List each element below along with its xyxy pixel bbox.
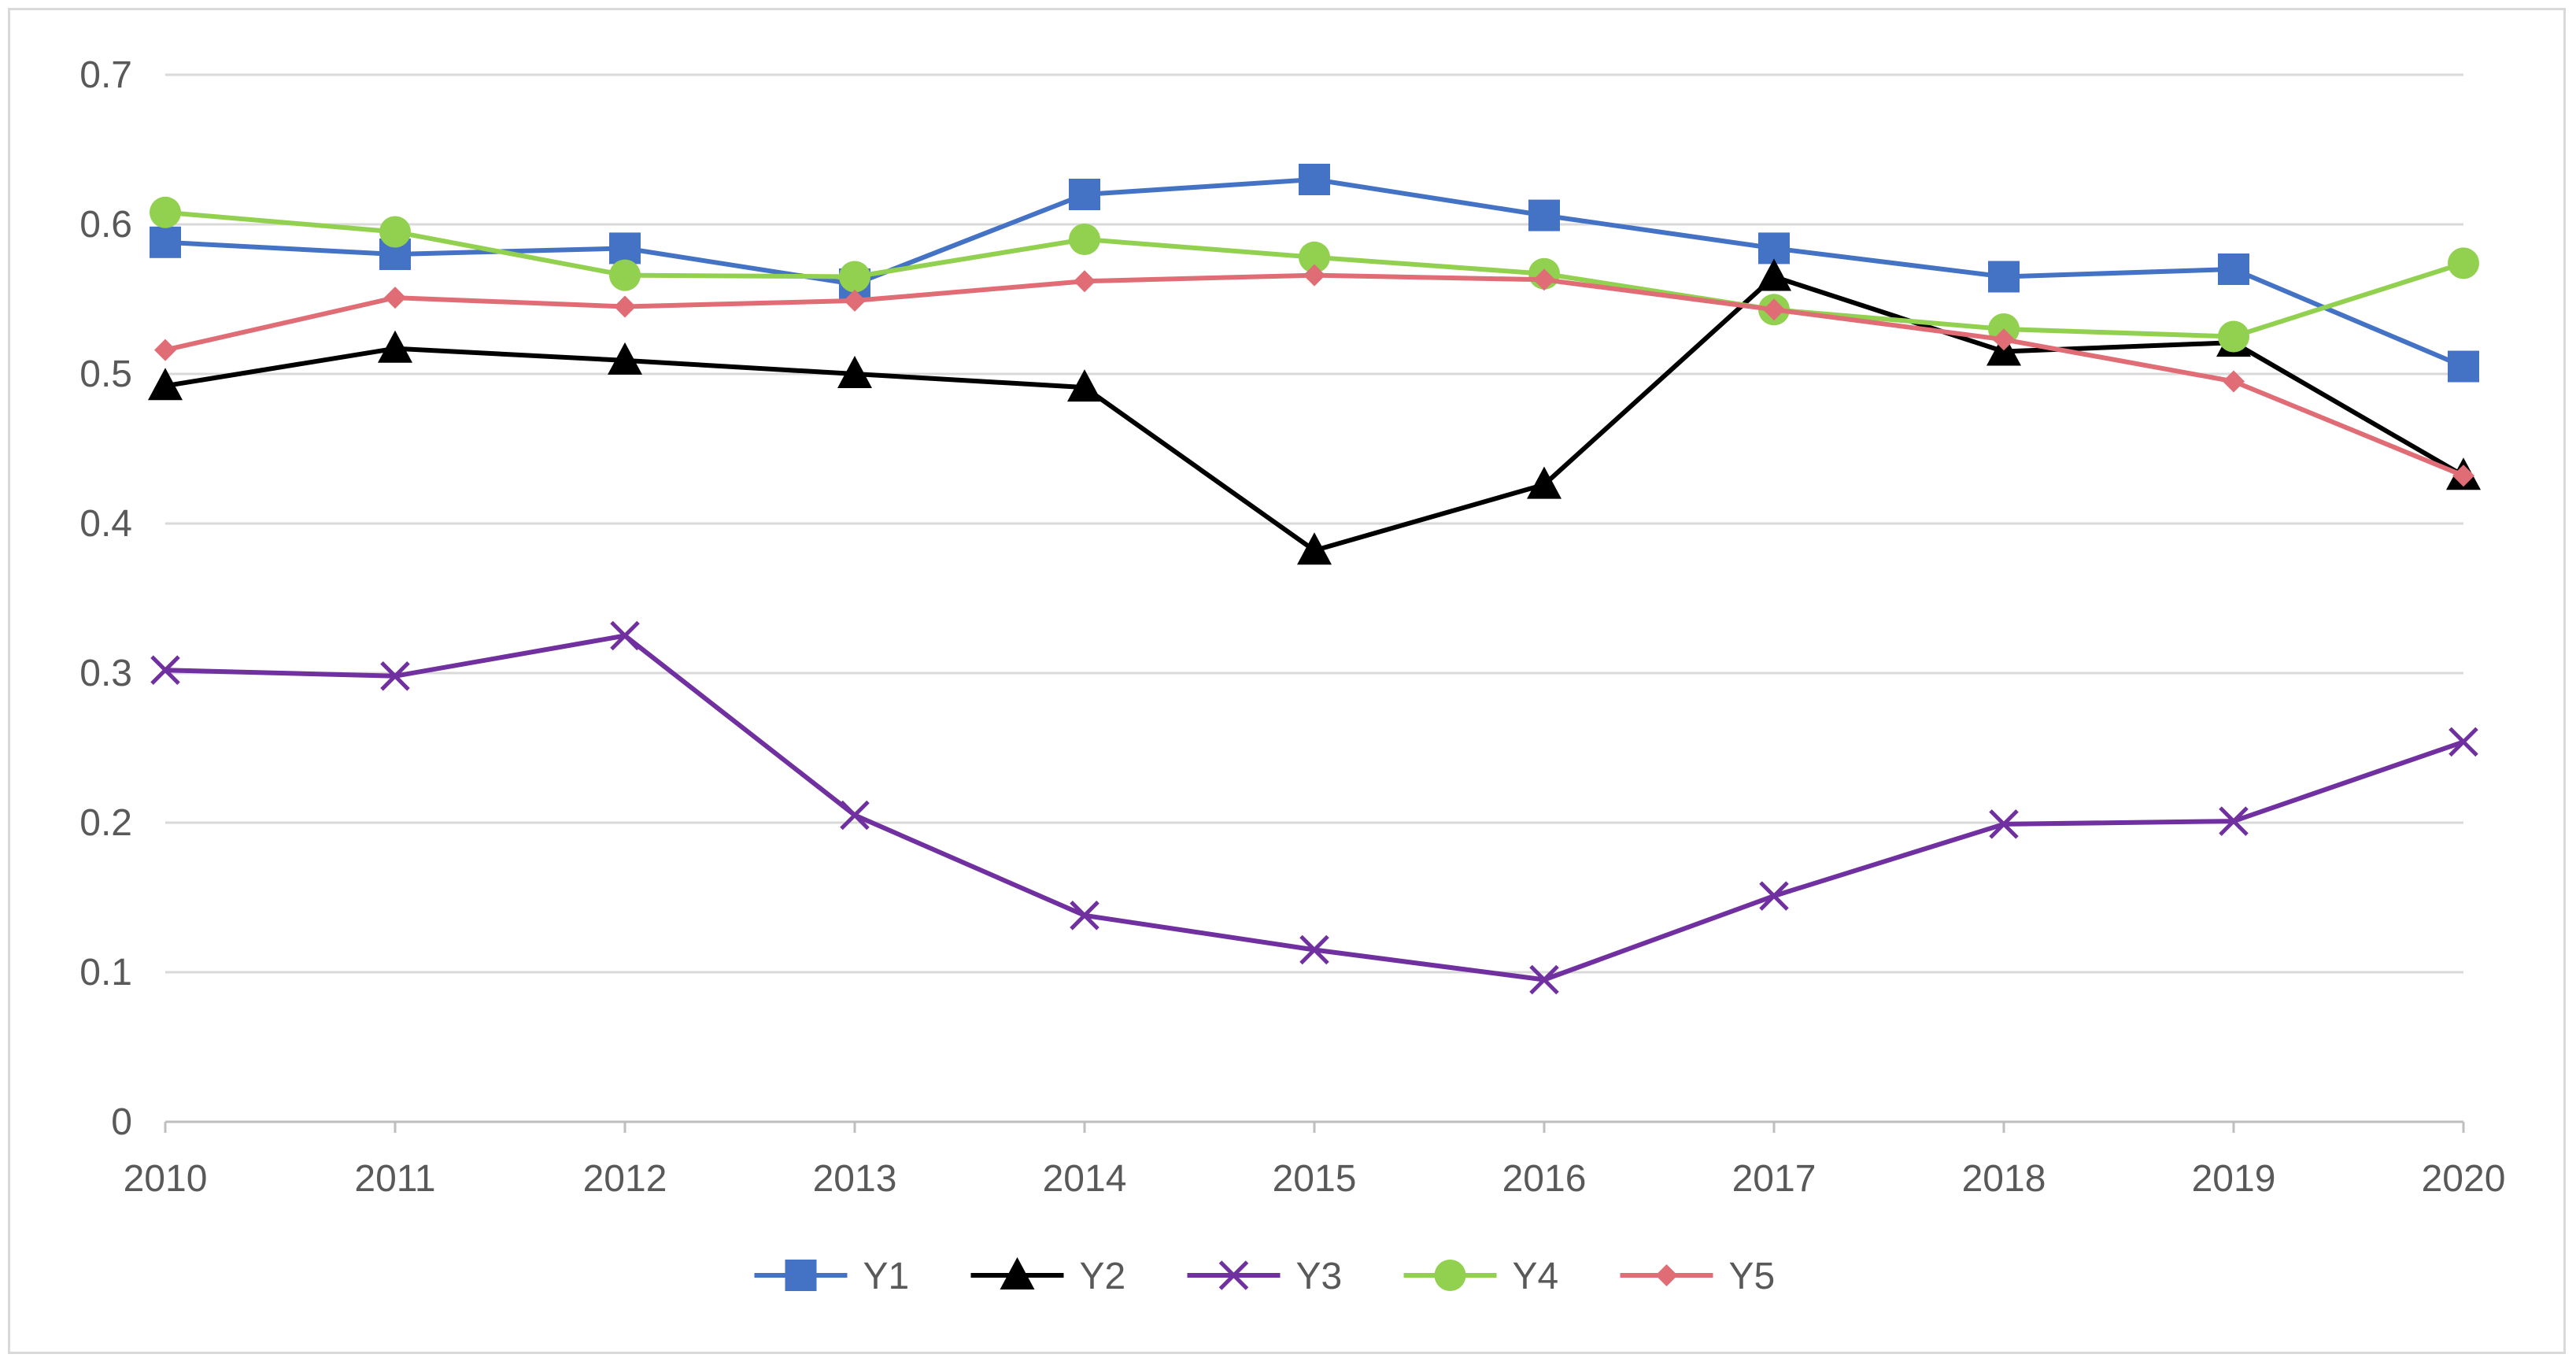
point-y4-2011 — [379, 216, 411, 248]
point-y5-2020 — [2452, 464, 2474, 487]
legend-item-y2: Y2 — [970, 1256, 1126, 1297]
point-y2-2017 — [1757, 258, 1791, 291]
legend-item-y1: Y1 — [754, 1256, 910, 1297]
series-lines — [148, 164, 2481, 995]
series-y1 — [150, 164, 2479, 383]
point-y3-2019 — [2219, 806, 2249, 836]
legend-label: Y5 — [1729, 1256, 1776, 1297]
point-y2-2016 — [1527, 466, 1561, 499]
point-y5-2015 — [1303, 264, 1325, 287]
point-y2-2013 — [837, 356, 872, 388]
point-y1-2018 — [1988, 261, 2020, 293]
legend-label: Y4 — [1513, 1256, 1559, 1297]
legend-swatch-marker — [1218, 1260, 1249, 1290]
series-y4 — [150, 196, 2479, 353]
x-axis-tick-labels: 2010 2011 2012 2013 2014 2015 2016 2017 2018 2019… — [124, 1158, 2506, 1200]
point-y4-2020 — [2448, 247, 2479, 279]
legend: Y1 Y2 Y3 Y4 Y5 — [754, 1256, 1776, 1297]
point-y3-2016 — [1529, 964, 1559, 995]
point-y3-2015 — [1299, 934, 1329, 965]
legend-swatch-marker — [1000, 1257, 1035, 1289]
series-y3 — [150, 620, 2478, 995]
x-tick-label: 2014 — [1043, 1158, 1127, 1200]
x-tick-label: 2012 — [583, 1158, 667, 1200]
x-tick-label: 2020 — [2422, 1158, 2506, 1200]
point-y1-2012 — [609, 232, 641, 265]
point-y5-2017 — [1763, 298, 1785, 321]
y-tick-label: 0.1 — [79, 952, 132, 993]
point-y4-2013 — [839, 261, 870, 293]
chart-frame — [8, 8, 2566, 1354]
x-tick-label: 2016 — [1502, 1158, 1587, 1200]
point-y4-2014 — [1069, 224, 1100, 255]
point-y1-2015 — [1299, 164, 1330, 195]
y-tick-label: 0.7 — [79, 54, 132, 96]
y-axis-tick-labels: 0 0.1 0.2 0.3 0.4 0.5 0.6 0.7 — [79, 54, 132, 1143]
x-tick-label: 2011 — [354, 1158, 435, 1200]
y-tick-label: 0 — [111, 1101, 132, 1143]
point-y3-2012 — [610, 620, 640, 651]
legend-item-y4: Y4 — [1403, 1256, 1559, 1297]
point-y4-2012 — [609, 259, 641, 291]
point-y2-2014 — [1067, 369, 1102, 402]
line-y5 — [164, 272, 2465, 478]
point-y1-2014 — [1069, 179, 1100, 210]
legend-label: Y1 — [863, 1256, 910, 1297]
point-y4-2019 — [2218, 320, 2249, 353]
point-y3-2013 — [840, 800, 870, 831]
x-tick-label: 2019 — [2192, 1158, 2276, 1200]
x-tick-label: 2010 — [124, 1158, 208, 1200]
legend-swatch-marker — [1655, 1264, 1678, 1286]
point-y1-2019 — [2218, 253, 2249, 285]
x-axis — [164, 1120, 2465, 1133]
y-tick-label: 0.3 — [79, 653, 132, 694]
point-y4-2015 — [1299, 241, 1330, 273]
point-y3-2017 — [1759, 881, 1789, 911]
point-y1-2016 — [1528, 199, 1560, 231]
series-y5 — [154, 264, 2474, 487]
x-tick-label: 2017 — [1732, 1158, 1817, 1200]
point-y3-2020 — [2448, 727, 2478, 757]
point-y3-2014 — [1070, 901, 1100, 931]
point-y3-2018 — [1989, 809, 2019, 839]
y-tick-label: 0.2 — [79, 802, 132, 844]
x-tick-label: 2013 — [813, 1158, 897, 1200]
point-y2-2015 — [1297, 532, 1332, 565]
point-y3-2011 — [380, 661, 410, 691]
legend-item-y3: Y3 — [1187, 1256, 1343, 1297]
point-y2-2012 — [608, 342, 642, 375]
point-y5-2013 — [844, 289, 866, 312]
point-y2-2011 — [378, 330, 412, 363]
legend-swatch-marker — [785, 1260, 817, 1291]
point-y5-2010 — [154, 339, 176, 361]
legend-swatch-marker — [1434, 1260, 1466, 1291]
point-y5-2019 — [2223, 370, 2245, 393]
legend-item-y5: Y5 — [1620, 1256, 1776, 1297]
point-y4-2010 — [150, 196, 181, 228]
point-y5-2018 — [1993, 328, 2015, 351]
gridlines — [165, 73, 2463, 974]
legend-label: Y3 — [1296, 1256, 1343, 1297]
x-tick-label: 2015 — [1273, 1158, 1357, 1200]
point-y5-2011 — [384, 287, 406, 309]
line-y3 — [164, 633, 2464, 982]
y-tick-label: 0.6 — [79, 204, 132, 246]
point-y3-2010 — [150, 655, 180, 685]
point-y5-2016 — [1533, 268, 1555, 291]
point-y5-2014 — [1074, 270, 1096, 293]
y-tick-label: 0.5 — [79, 353, 132, 395]
point-y2-2010 — [148, 368, 183, 401]
point-y1-2010 — [150, 226, 181, 258]
point-y1-2020 — [2448, 350, 2479, 383]
x-tick-label: 2018 — [1962, 1158, 2046, 1200]
line-y2 — [164, 274, 2465, 553]
y-tick-label: 0.4 — [79, 503, 132, 545]
legend-label: Y2 — [1080, 1256, 1126, 1297]
point-y5-2012 — [614, 295, 636, 318]
series-y2 — [148, 258, 2481, 565]
